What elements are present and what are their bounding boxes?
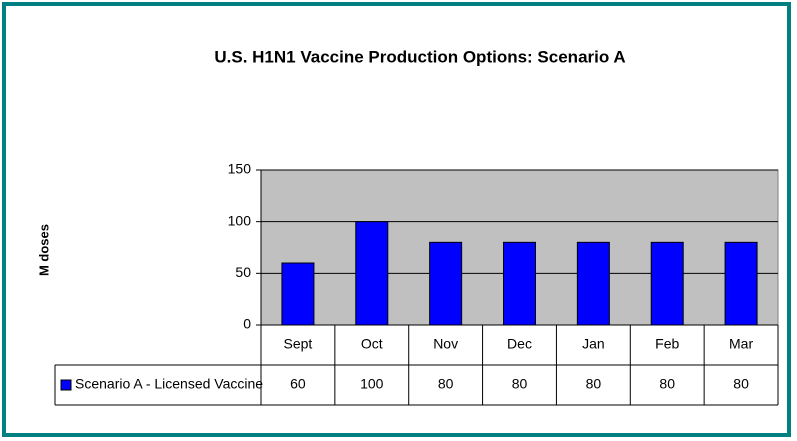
table-value: 80 bbox=[733, 376, 749, 392]
x-tick-label: Sept bbox=[284, 336, 313, 352]
table-value: 80 bbox=[586, 376, 602, 392]
x-tick-label: Feb bbox=[655, 336, 679, 352]
legend-label: Scenario A - Licensed Vaccine bbox=[75, 376, 263, 392]
bar bbox=[576, 241, 610, 326]
chart-title: U.S. H1N1 Vaccine Production Options: Sc… bbox=[214, 47, 625, 66]
y-tick-label: 50 bbox=[235, 264, 251, 280]
legend-key bbox=[60, 379, 72, 391]
y-axis-label: M doses bbox=[36, 224, 51, 276]
y-tick-label: 100 bbox=[228, 212, 252, 228]
x-tick-label: Nov bbox=[433, 336, 458, 352]
table-value: 80 bbox=[512, 376, 528, 392]
bar bbox=[724, 241, 758, 326]
table-value: 80 bbox=[659, 376, 675, 392]
bar bbox=[429, 241, 463, 326]
table-value: 100 bbox=[360, 376, 384, 392]
x-tick-label: Jan bbox=[582, 336, 605, 352]
y-tick-label: 0 bbox=[243, 316, 251, 332]
x-tick-label: Dec bbox=[507, 336, 532, 352]
bar bbox=[650, 241, 684, 326]
x-tick-label: Oct bbox=[361, 336, 383, 352]
bar bbox=[503, 241, 536, 326]
bar bbox=[355, 221, 389, 326]
x-tick-label: Mar bbox=[729, 336, 753, 352]
y-tick-label: 150 bbox=[228, 161, 252, 177]
table-value: 80 bbox=[438, 376, 454, 392]
bar bbox=[281, 262, 315, 326]
table-value: 60 bbox=[290, 376, 306, 392]
